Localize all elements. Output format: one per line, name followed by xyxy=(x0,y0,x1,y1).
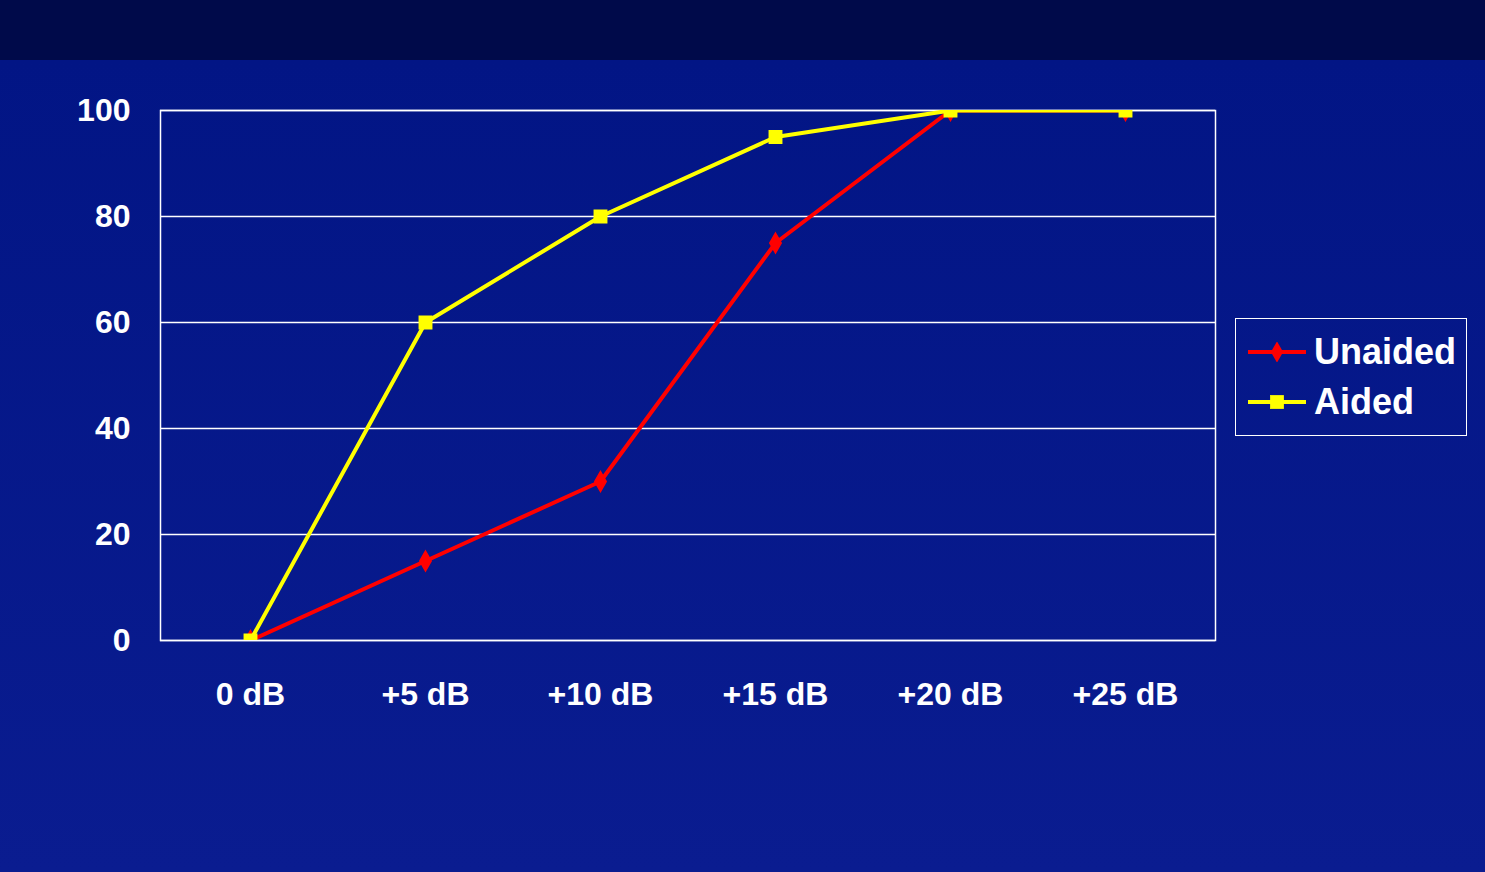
svg-text:+5 dB: +5 dB xyxy=(381,676,469,712)
svg-text:20: 20 xyxy=(95,516,131,552)
svg-text:+15 dB: +15 dB xyxy=(723,676,829,712)
svg-text:40: 40 xyxy=(95,410,131,446)
svg-text:+25 dB: +25 dB xyxy=(1073,676,1179,712)
svg-text:+20 dB: +20 dB xyxy=(898,676,1004,712)
svg-text:0: 0 xyxy=(113,622,131,658)
svg-text:80: 80 xyxy=(95,198,131,234)
svg-text:100: 100 xyxy=(77,92,130,128)
html-text:Aided: Aided xyxy=(1314,381,1414,422)
svg-text:0 dB: 0 dB xyxy=(216,676,285,712)
html-text:Unaided: Unaided xyxy=(1314,331,1456,372)
svg-text:60: 60 xyxy=(95,304,131,340)
svg-text:+10 dB: +10 dB xyxy=(548,676,654,712)
